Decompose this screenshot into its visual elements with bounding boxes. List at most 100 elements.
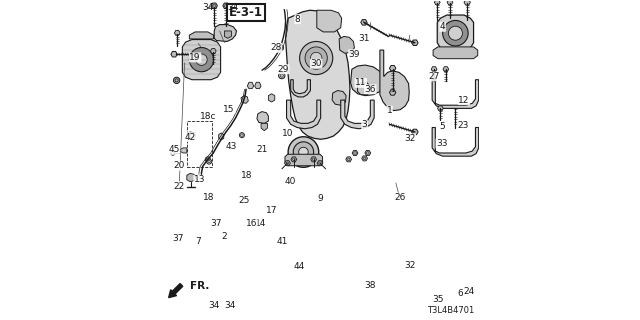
- Text: 11: 11: [355, 78, 367, 87]
- Text: 34: 34: [228, 3, 239, 12]
- Text: 45: 45: [168, 145, 180, 154]
- Circle shape: [205, 157, 211, 162]
- Polygon shape: [317, 161, 323, 166]
- Text: 38: 38: [365, 281, 376, 290]
- Text: 15: 15: [223, 105, 235, 114]
- Circle shape: [189, 48, 214, 72]
- Circle shape: [288, 137, 319, 167]
- Text: 7: 7: [195, 237, 201, 246]
- Polygon shape: [261, 123, 268, 131]
- Text: 9: 9: [317, 194, 323, 203]
- Polygon shape: [180, 148, 187, 153]
- Text: 16: 16: [246, 219, 257, 228]
- Polygon shape: [361, 20, 367, 25]
- Polygon shape: [362, 156, 367, 161]
- Text: 18: 18: [241, 171, 252, 180]
- Circle shape: [300, 42, 333, 75]
- Text: 22: 22: [173, 182, 185, 191]
- Polygon shape: [257, 112, 268, 123]
- Polygon shape: [247, 82, 253, 89]
- Bar: [187, 121, 212, 167]
- Text: 41: 41: [276, 237, 288, 246]
- Text: 26: 26: [394, 193, 405, 202]
- Text: 12: 12: [458, 96, 470, 105]
- Polygon shape: [340, 100, 374, 129]
- Circle shape: [449, 26, 463, 40]
- Polygon shape: [352, 150, 358, 156]
- Polygon shape: [311, 157, 317, 162]
- Text: 37: 37: [211, 219, 222, 228]
- Text: 13: 13: [194, 175, 205, 184]
- Polygon shape: [285, 154, 323, 166]
- Polygon shape: [285, 10, 350, 139]
- Polygon shape: [435, 0, 440, 5]
- Text: 44: 44: [294, 262, 305, 271]
- Polygon shape: [268, 94, 275, 102]
- Text: 37: 37: [172, 234, 184, 243]
- Text: 29: 29: [278, 65, 289, 74]
- Polygon shape: [223, 3, 229, 9]
- Text: 10: 10: [282, 129, 293, 138]
- Polygon shape: [437, 15, 474, 51]
- Text: 33: 33: [436, 139, 447, 148]
- Polygon shape: [211, 3, 218, 9]
- Polygon shape: [187, 132, 195, 138]
- Text: 36: 36: [365, 85, 376, 94]
- Text: 27: 27: [428, 72, 440, 81]
- Text: 14: 14: [255, 219, 267, 228]
- FancyArrow shape: [169, 284, 183, 298]
- Polygon shape: [187, 173, 196, 182]
- Circle shape: [171, 151, 175, 155]
- Polygon shape: [412, 40, 418, 45]
- Text: 40: 40: [285, 177, 296, 186]
- Circle shape: [293, 142, 314, 162]
- Polygon shape: [241, 96, 248, 103]
- Text: FR.: FR.: [190, 282, 210, 292]
- Circle shape: [173, 77, 180, 84]
- Text: 32: 32: [404, 134, 415, 143]
- Polygon shape: [291, 80, 310, 97]
- Polygon shape: [285, 161, 291, 166]
- Text: 34: 34: [209, 301, 220, 310]
- Text: 43: 43: [226, 142, 237, 151]
- Polygon shape: [432, 80, 479, 108]
- Circle shape: [278, 72, 285, 79]
- Polygon shape: [182, 40, 221, 80]
- Text: 21: 21: [257, 145, 268, 154]
- Polygon shape: [255, 82, 261, 89]
- Circle shape: [443, 20, 468, 46]
- Circle shape: [207, 159, 212, 164]
- Polygon shape: [225, 31, 232, 38]
- Text: 6: 6: [458, 289, 463, 298]
- Circle shape: [310, 52, 322, 64]
- Polygon shape: [189, 32, 214, 39]
- Polygon shape: [317, 10, 342, 32]
- Text: 42: 42: [184, 132, 196, 141]
- Text: 31: 31: [358, 34, 370, 43]
- Text: 18c: 18c: [200, 112, 216, 121]
- Polygon shape: [390, 66, 396, 71]
- Polygon shape: [433, 47, 477, 59]
- Circle shape: [278, 45, 284, 50]
- Text: 2: 2: [221, 232, 227, 241]
- Text: 24: 24: [463, 287, 475, 296]
- Text: 23: 23: [458, 121, 469, 130]
- Text: 34: 34: [202, 3, 214, 12]
- Text: 17: 17: [266, 206, 277, 215]
- Polygon shape: [358, 83, 371, 95]
- Polygon shape: [211, 49, 216, 53]
- Circle shape: [299, 147, 308, 157]
- Circle shape: [239, 132, 244, 138]
- Text: E-3-1: E-3-1: [229, 6, 263, 19]
- Circle shape: [305, 47, 327, 69]
- Polygon shape: [464, 0, 470, 5]
- Text: 3: 3: [362, 120, 367, 130]
- Polygon shape: [380, 50, 409, 111]
- Text: 1: 1: [387, 106, 392, 115]
- Text: 32: 32: [404, 261, 415, 270]
- Text: 5: 5: [439, 122, 445, 131]
- Text: 8: 8: [295, 15, 301, 24]
- Text: T3L4B4701: T3L4B4701: [428, 306, 474, 315]
- Polygon shape: [438, 106, 444, 111]
- Polygon shape: [412, 129, 418, 135]
